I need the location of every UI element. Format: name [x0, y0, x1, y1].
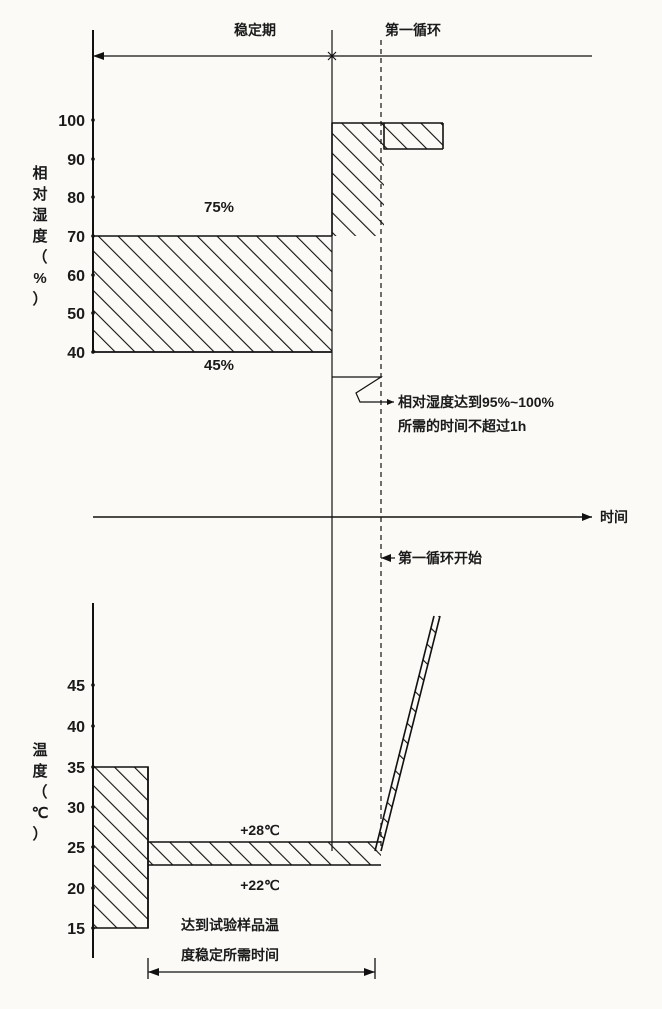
svg-text:（: （	[32, 248, 47, 266]
svg-text:30: 30	[67, 800, 85, 817]
svg-text:40: 40	[67, 719, 85, 736]
svg-text:相对湿度达到95%~100%: 相对湿度达到95%~100%	[398, 394, 555, 410]
svg-text:第一循环: 第一循环	[385, 22, 441, 38]
svg-text:达到试验样品温: 达到试验样品温	[181, 917, 279, 933]
svg-text:50: 50	[67, 306, 85, 323]
svg-text:70: 70	[67, 229, 85, 246]
svg-text:25: 25	[67, 840, 85, 857]
svg-text:（: （	[32, 783, 47, 801]
svg-text:第一循环开始: 第一循环开始	[398, 550, 482, 566]
svg-text:℃: ℃	[32, 805, 49, 822]
svg-text:度: 度	[32, 762, 48, 780]
svg-text:度稳定所需时间: 度稳定所需时间	[181, 947, 279, 963]
svg-text:75%: 75%	[204, 199, 234, 216]
svg-text:40: 40	[67, 345, 85, 362]
svg-text:稳定期: 稳定期	[234, 22, 276, 38]
svg-text:20: 20	[67, 881, 85, 898]
svg-text:度: 度	[32, 227, 48, 245]
svg-text:时间: 时间	[600, 509, 628, 525]
svg-text:35: 35	[67, 760, 85, 777]
svg-text:所需的时间不超过1h: 所需的时间不超过1h	[398, 418, 526, 434]
svg-text:60: 60	[67, 268, 85, 285]
svg-text:15: 15	[67, 921, 85, 938]
svg-text:45%: 45%	[204, 357, 234, 374]
svg-text:湿: 湿	[32, 207, 47, 224]
svg-text:+28℃: +28℃	[240, 822, 280, 838]
svg-text:）: ）	[32, 825, 47, 843]
svg-text:80: 80	[67, 190, 85, 207]
svg-text:相: 相	[32, 164, 47, 182]
svg-text:100: 100	[58, 113, 85, 130]
svg-text:对: 对	[32, 185, 47, 203]
svg-text:45: 45	[67, 678, 85, 695]
svg-text:温: 温	[32, 742, 47, 759]
svg-text:+22℃: +22℃	[240, 877, 280, 893]
svg-text:%: %	[33, 270, 46, 287]
svg-text:90: 90	[67, 152, 85, 169]
svg-text:）: ）	[32, 290, 47, 308]
